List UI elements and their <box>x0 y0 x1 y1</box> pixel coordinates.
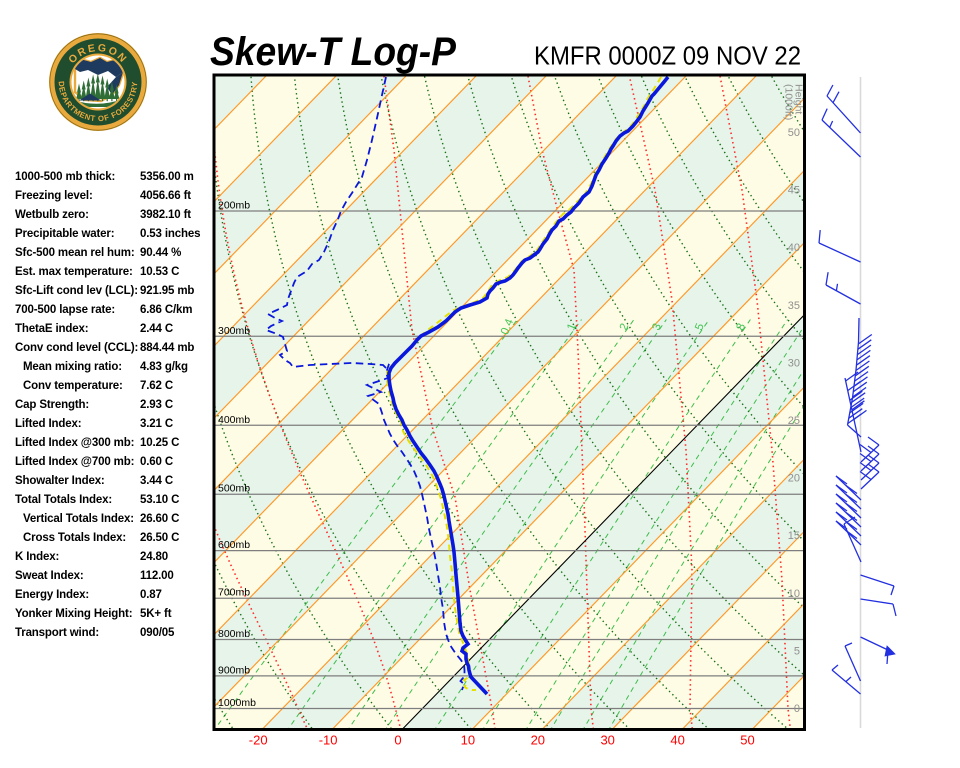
svg-text:0.60 C: 0.60 C <box>140 456 173 468</box>
svg-text:1: 1 <box>565 322 579 332</box>
svg-text:Conv cond level (CCL):: Conv cond level (CCL): <box>15 342 138 354</box>
svg-text:Mean mixing ratio:: Mean mixing ratio: <box>23 361 122 373</box>
svg-text:10.53 C: 10.53 C <box>140 266 179 278</box>
svg-text:Energy Index:: Energy Index: <box>15 589 89 601</box>
svg-text:3982.10 ft: 3982.10 ft <box>140 209 191 221</box>
svg-text:Precipitable water:: Precipitable water: <box>15 228 114 240</box>
svg-text:Total Totals Index:: Total Totals Index: <box>15 494 112 506</box>
svg-text:15: 15 <box>788 530 800 542</box>
svg-text:3: 3 <box>650 322 664 332</box>
svg-text:Lifted Index:: Lifted Index: <box>15 418 81 430</box>
svg-text:5K+ ft: 5K+ ft <box>140 608 172 620</box>
svg-text:Sfc-Lift cond lev (LCL):: Sfc-Lift cond lev (LCL): <box>15 285 138 297</box>
svg-text:2: 2 <box>618 322 632 332</box>
svg-text:0.87: 0.87 <box>140 589 162 601</box>
svg-text:200mb: 200mb <box>218 200 250 212</box>
svg-text:30: 30 <box>788 357 800 369</box>
svg-text:Est. max temperature:: Est. max temperature: <box>15 266 133 278</box>
svg-text:Lifted Index @700 mb:: Lifted Index @700 mb: <box>15 456 134 468</box>
svg-text:50: 50 <box>740 733 754 748</box>
svg-text:25: 25 <box>788 415 800 427</box>
svg-text:4.83 g/kg: 4.83 g/kg <box>140 361 188 373</box>
svg-text:20: 20 <box>531 733 545 748</box>
svg-text:26.60 C: 26.60 C <box>140 513 179 525</box>
svg-text:4056.66 ft: 4056.66 ft <box>140 190 191 202</box>
svg-text:10: 10 <box>461 733 475 748</box>
svg-text:800mb: 800mb <box>218 628 250 640</box>
svg-text:26.50 C: 26.50 C <box>140 532 179 544</box>
svg-text:20: 20 <box>788 473 800 485</box>
svg-text:3.44 C: 3.44 C <box>140 475 173 487</box>
svg-text:090/05: 090/05 <box>140 627 175 639</box>
svg-text:400mb: 400mb <box>218 414 250 426</box>
svg-text:-20: -20 <box>249 733 268 748</box>
svg-text:Freezing level:: Freezing level: <box>15 190 93 202</box>
svg-text:700-500 lapse rate:: 700-500 lapse rate: <box>15 304 115 316</box>
svg-text:Height: Height <box>793 84 805 114</box>
svg-text:24.80: 24.80 <box>140 551 168 563</box>
svg-text:500mb: 500mb <box>218 483 250 495</box>
svg-text:10.25 C: 10.25 C <box>140 437 179 449</box>
svg-text:1000mb: 1000mb <box>218 697 256 709</box>
svg-text:5: 5 <box>794 645 800 657</box>
svg-text:35: 35 <box>788 300 800 312</box>
svg-text:40: 40 <box>788 242 800 254</box>
svg-text:884.44 mb: 884.44 mb <box>140 342 194 354</box>
svg-text:KMFR 0000Z 09 NOV 22: KMFR 0000Z 09 NOV 22 <box>534 41 801 71</box>
svg-text:Showalter Index:: Showalter Index: <box>15 475 105 487</box>
svg-text:700mb: 700mb <box>218 587 250 599</box>
svg-text:7.62 C: 7.62 C <box>140 380 173 392</box>
svg-text:6.86 C/km: 6.86 C/km <box>140 304 192 316</box>
svg-text:Sweat Index:: Sweat Index: <box>15 570 84 582</box>
svg-text:0.53 inches: 0.53 inches <box>140 228 200 240</box>
svg-text:Yonker Mixing Height:: Yonker Mixing Height: <box>15 608 132 620</box>
svg-text:Wetbulb zero:: Wetbulb zero: <box>15 209 89 221</box>
svg-text:Conv temperature:: Conv temperature: <box>23 380 123 392</box>
svg-text:112.00: 112.00 <box>140 570 174 582</box>
svg-text:Skew-T Log-P: Skew-T Log-P <box>210 30 456 74</box>
svg-text:600mb: 600mb <box>218 539 250 551</box>
svg-text:45: 45 <box>788 185 800 197</box>
svg-text:40: 40 <box>670 733 684 748</box>
svg-text:10: 10 <box>788 588 800 600</box>
svg-text:90.44 %: 90.44 % <box>140 247 181 259</box>
svg-text:1000-500 mb thick:: 1000-500 mb thick: <box>15 171 115 183</box>
svg-text:2.44 C: 2.44 C <box>140 323 173 335</box>
svg-text:5: 5 <box>693 322 707 332</box>
svg-text:8: 8 <box>735 322 749 332</box>
svg-text:Cross Totals Index:: Cross Totals Index: <box>23 532 126 544</box>
svg-text:K Index:: K Index: <box>15 551 59 563</box>
svg-text:900mb: 900mb <box>218 664 250 676</box>
svg-text:-10: -10 <box>319 733 338 748</box>
svg-text:0: 0 <box>794 703 800 715</box>
svg-text:Transport wind:: Transport wind: <box>15 627 99 639</box>
svg-text:50: 50 <box>788 127 800 139</box>
svg-text:921.95 mb: 921.95 mb <box>140 285 194 297</box>
svg-text:ThetaE index:: ThetaE index: <box>15 323 88 335</box>
svg-text:300mb: 300mb <box>218 325 250 337</box>
svg-text:0.4: 0.4 <box>499 317 516 337</box>
svg-text:30: 30 <box>600 733 614 748</box>
svg-text:3.21 C: 3.21 C <box>140 418 173 430</box>
svg-text:53.10 C: 53.10 C <box>140 494 179 506</box>
svg-text:(1000ft): (1000ft) <box>783 84 795 120</box>
svg-text:Vertical Totals Index:: Vertical Totals Index: <box>23 513 134 525</box>
svg-text:Sfc-500 mean rel hum:: Sfc-500 mean rel hum: <box>15 247 135 259</box>
svg-text:0: 0 <box>394 733 401 748</box>
svg-text:5356.00 m: 5356.00 m <box>140 171 194 183</box>
svg-text:2.93 C: 2.93 C <box>140 399 173 411</box>
svg-text:Lifted Index @300 mb:: Lifted Index @300 mb: <box>15 437 134 449</box>
svg-text:Cap Strength:: Cap Strength: <box>15 399 89 411</box>
